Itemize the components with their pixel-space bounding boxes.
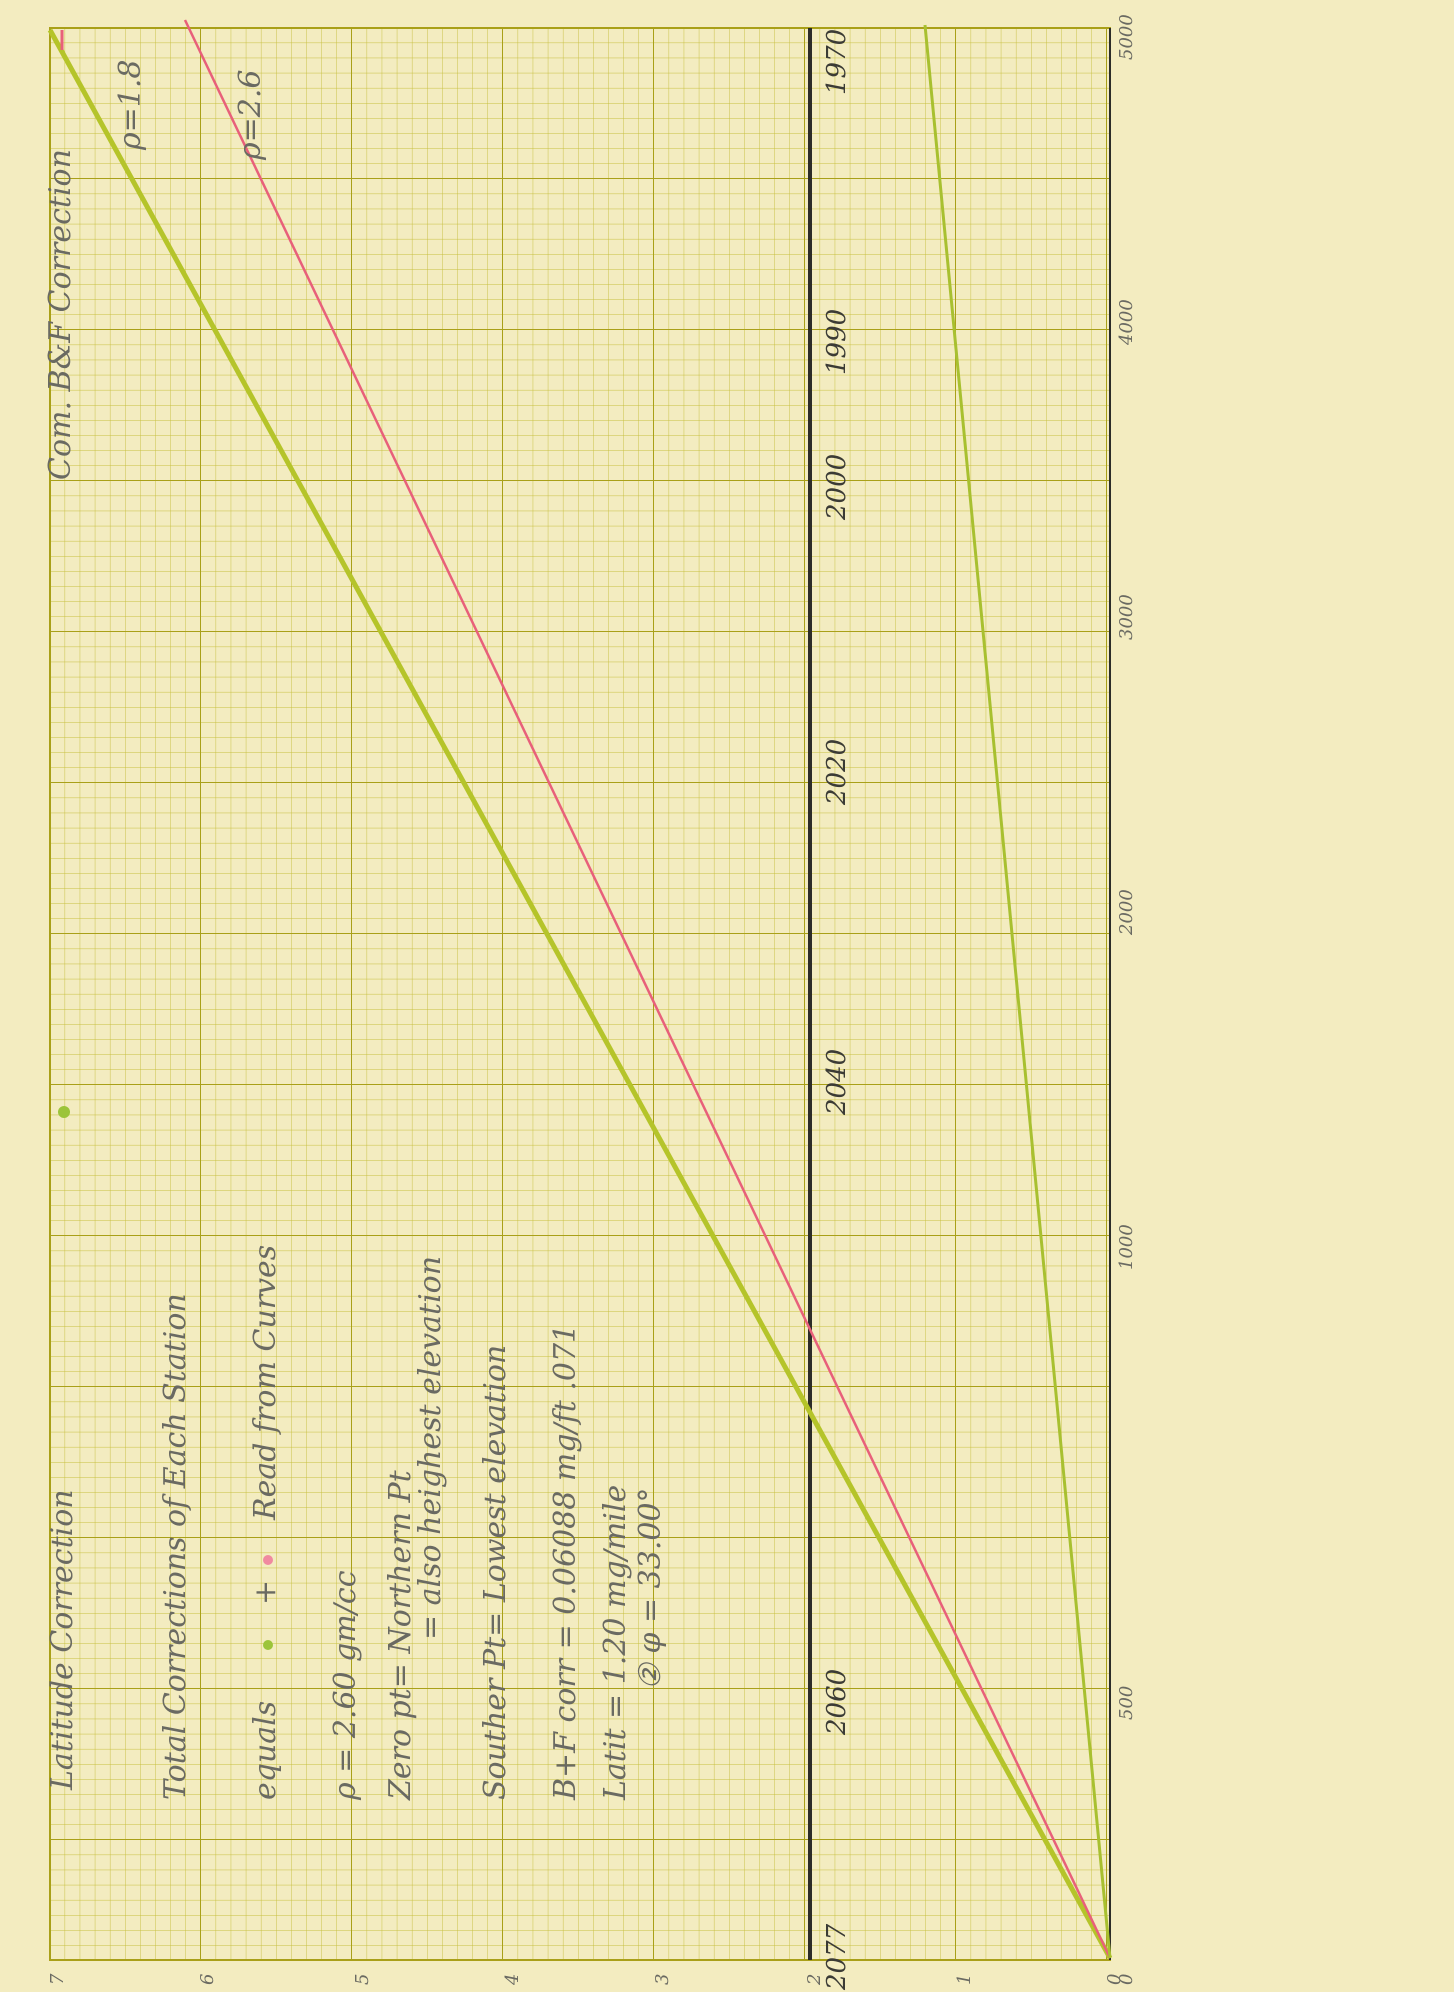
scale-label: 2 xyxy=(804,1974,825,1986)
note: Total Corrections of Each Station xyxy=(158,1293,193,1800)
scale-label: 3 xyxy=(652,1974,673,1985)
scale-label: 2077 xyxy=(822,1923,852,1991)
note: + xyxy=(248,1580,283,1605)
scale-label: 5 xyxy=(352,1974,373,1985)
scale-label: 4 xyxy=(502,1974,523,1986)
scale-label: 3000 xyxy=(1116,594,1137,640)
note: Latit = 1.20 mg/mile xyxy=(598,1485,633,1801)
scale-label: 1000 xyxy=(1116,1224,1137,1270)
curve-label: ρ=1.8 xyxy=(113,60,148,151)
note: B+F corr = 0.06088 mg/ft .071 xyxy=(548,1324,583,1801)
green-dot xyxy=(58,1106,70,1118)
scale-label: 2060 xyxy=(822,1669,852,1736)
latitude-curve xyxy=(923,24,1112,1959)
scale-label: 0 xyxy=(1104,1974,1125,1985)
scale-label: 5000 xyxy=(1116,14,1137,60)
note: equals xyxy=(248,1701,283,1800)
scale-label: 2000 xyxy=(1116,889,1137,936)
side-note: Com. B&F Correction xyxy=(43,149,78,480)
scale-label: 6 xyxy=(197,1974,218,1985)
scale-label: 4000 xyxy=(1116,299,1137,346)
note: ② φ = 33.00° xyxy=(633,1487,668,1690)
scale-label: 1990 xyxy=(822,309,852,375)
note: Read from Curves xyxy=(248,1245,283,1521)
scale-label: 2040 xyxy=(822,1049,852,1116)
scale-label: 1970 xyxy=(822,29,852,95)
scale-label: 7 xyxy=(47,1973,68,1985)
side-note: Latitude Correction xyxy=(45,1489,80,1791)
note: ρ = 2.60 gm/cc xyxy=(328,1570,363,1801)
green-dot xyxy=(263,1640,273,1650)
note: Souther Pt= Lowest elevation xyxy=(478,1345,513,1800)
curve-label: ρ=2.6 xyxy=(233,70,268,161)
scale-label: 2000 xyxy=(822,454,852,521)
scale-label: 500 xyxy=(1116,1686,1137,1720)
scale-label: 0 xyxy=(1116,1974,1137,1985)
curve-2-6 xyxy=(183,19,1112,1959)
scale-label: 1 xyxy=(954,1974,975,1985)
scale-label: 2020 xyxy=(822,739,852,806)
curve-1-8 xyxy=(47,28,1113,1960)
note: = also heighest elevation xyxy=(413,1256,448,1640)
note: Zero pt= Northern Pt xyxy=(383,1469,418,1801)
pink-dot xyxy=(263,1555,273,1565)
